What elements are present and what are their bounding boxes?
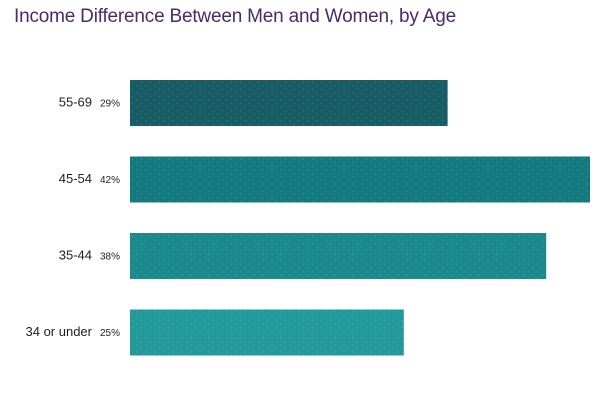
bar-texture bbox=[130, 233, 547, 279]
bar-texture bbox=[130, 309, 404, 356]
labels-layer: 55-69 29% 45-54 42% 35-44 38% 34 or under 25% bbox=[26, 94, 121, 339]
value-label: 38% bbox=[100, 252, 120, 263]
bar-texture bbox=[130, 80, 448, 126]
category-label: 34 or under bbox=[26, 324, 93, 339]
category-label: 35-44 bbox=[59, 247, 92, 262]
value-label: 25% bbox=[100, 328, 120, 339]
bars-layer bbox=[130, 80, 590, 356]
category-label: 45-54 bbox=[59, 171, 92, 186]
bar-texture bbox=[130, 156, 590, 203]
value-label: 42% bbox=[100, 175, 120, 186]
category-label: 55-69 bbox=[59, 94, 92, 109]
value-label: 29% bbox=[100, 99, 120, 110]
chart-title: Income Difference Between Men and Women,… bbox=[14, 6, 456, 27]
